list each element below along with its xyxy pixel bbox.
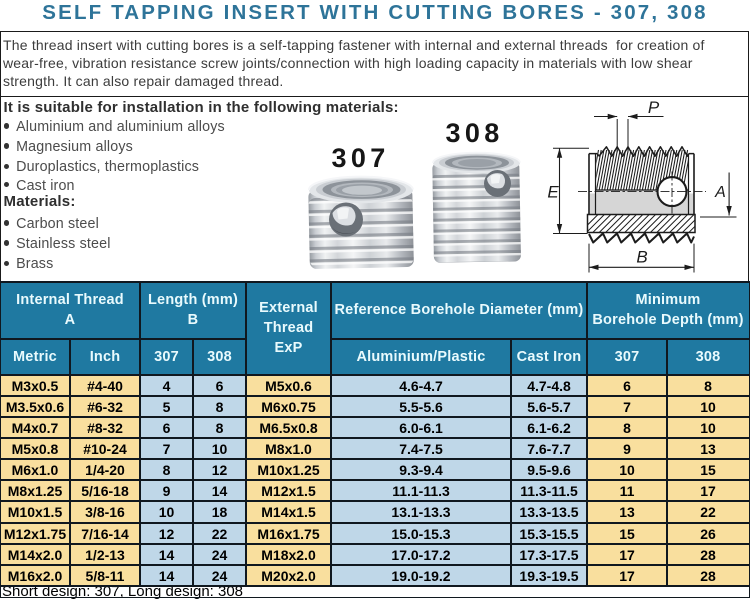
svg-text:E: E: [547, 183, 559, 202]
svg-text:B: B: [636, 248, 647, 267]
svg-text:P: P: [648, 98, 660, 117]
svg-text:A: A: [714, 184, 726, 201]
